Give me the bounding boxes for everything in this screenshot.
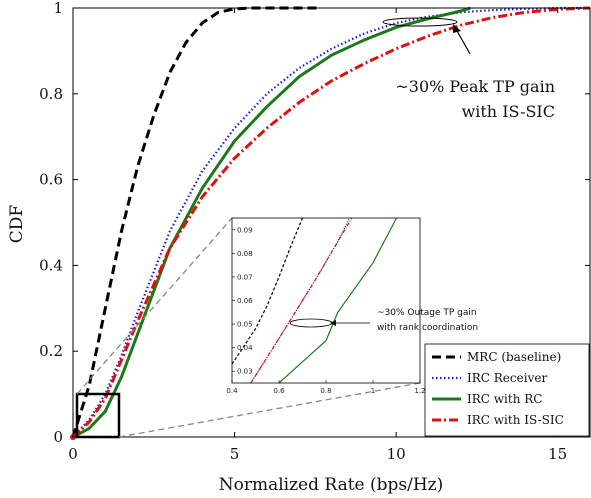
zoom-connector-bottom [118, 382, 421, 438]
zoom-connector-top [76, 217, 233, 395]
inset-x-tick-label: 0.8 [320, 387, 331, 395]
tick-layer: 0 5 10 15 0 0.2 0.4 0.6 0.8 1 [39, 0, 590, 463]
outage-gain-annotation-line1: ~30% Outage TP gain [377, 308, 477, 318]
inset-series-layer [231, 217, 398, 384]
x-tick-label: 10 [387, 445, 406, 463]
series-line-2 [72, 6, 590, 438]
inset-y-tick-label: 0.03 [237, 368, 253, 376]
inset-series-line-1 [231, 217, 304, 365]
series-line-1 [71, 6, 319, 438]
y-tick-label: 0 [53, 428, 63, 446]
inset-x-tick-label: 1.2 [414, 387, 425, 395]
inset-x-tick-label: 0.4 [226, 387, 238, 395]
x-axis-label: Normalized Rate (bps/Hz) [219, 475, 444, 495]
x-tick-label: 0 [68, 445, 78, 463]
inset-plot: 0.4 0.6 0.8 1 1.2 0.03 0.04 0.05 0.06 0.07 0.08 0.0… [226, 217, 426, 395]
inset-background [232, 218, 420, 383]
legend-label-4: IRC with IS-SIC [467, 413, 564, 427]
legend: MRC (baseline) IRC Receiver IRC with RC IRC… [424, 343, 590, 437]
inset-y-tick-label: 0.07 [237, 273, 253, 281]
y-tick-label: 0.6 [39, 171, 63, 189]
legend-label-1: MRC (baseline) [467, 350, 561, 364]
inset-x-tick-label: 0.6 [273, 387, 285, 395]
peak-gain-arrowhead [453, 24, 461, 33]
y-tick-label: 1 [53, 0, 63, 17]
inset-tick-layer: 0.4 0.6 0.8 1 1.2 0.03 0.04 0.05 0.06 0.07 0.08 0.0… [226, 226, 425, 395]
zoom-box [75, 392, 121, 439]
y-tick-label: 0.8 [39, 85, 63, 103]
inset-x-tick-label: 1 [371, 387, 375, 395]
y-axis-label: CDF [7, 205, 27, 244]
outage-gain-arrowhead [330, 320, 336, 326]
inset-y-tick-label: 0.08 [237, 250, 253, 258]
x-tick-label: 15 [548, 445, 567, 463]
peak-gain-annotation-line2: with IS-SIC [462, 102, 555, 121]
inset-y-tick-label: 0.05 [237, 321, 253, 329]
inset-series-line-3 [278, 217, 398, 384]
peak-gain-arrow [455, 28, 471, 55]
x-tick-label: 5 [230, 445, 240, 463]
y-tick-label: 0.2 [39, 342, 63, 360]
inset-y-tick-label: 0.06 [237, 297, 253, 305]
inset-y-tick-label: 0.09 [237, 226, 253, 234]
plot-frame [72, 7, 591, 438]
peak-gain-annotation-line1: ~30% Peak TP gain [395, 77, 555, 96]
inset-y-tick-label: 0.04 [237, 344, 253, 352]
outage-gain-annotation-line2: with rank coordination [377, 323, 478, 333]
y-tick-label: 0.4 [39, 256, 63, 274]
series-line-4 [71, 6, 591, 439]
legend-label-2: IRC Receiver [467, 371, 547, 385]
peak-gain-ellipse [382, 17, 458, 27]
legend-label-3: IRC with RC [467, 392, 542, 406]
inset-series-line-4 [250, 217, 353, 384]
